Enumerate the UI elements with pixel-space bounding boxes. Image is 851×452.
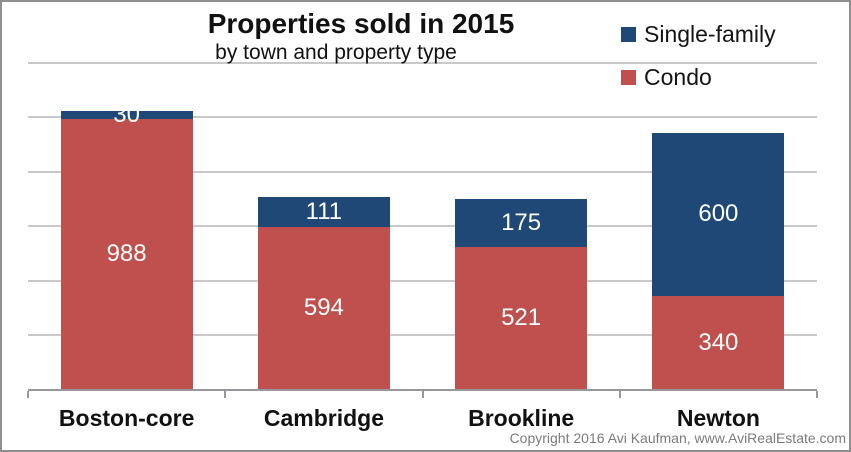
legend-item-condo: Condo (621, 64, 776, 90)
bar-value-label: 594 (303, 293, 344, 321)
bar-value-label: 111 (305, 197, 343, 225)
bar-value-label: 988 (106, 240, 147, 268)
legend-swatch-condo (621, 69, 636, 85)
gridline (28, 61, 817, 64)
bar-segment-brookline-condo: 521 (455, 246, 588, 389)
gridline (28, 170, 817, 173)
legend-label-condo: Condo (644, 63, 712, 90)
bar-value-label: 340 (698, 328, 739, 356)
bar-segment-cambridge-single-family: 111 (257, 196, 390, 227)
bar-segment-newton-single-family: 600 (652, 132, 785, 297)
legend: Single-family Condo (621, 21, 776, 110)
legend-item-single-family: Single-family (621, 21, 776, 47)
bar-segment-boston-core-single-family: 30 (60, 101, 193, 128)
chart-title: Properties sold in 2015 (207, 8, 515, 39)
x-axis-tick (224, 391, 227, 398)
x-axis-tick (816, 391, 818, 398)
gridline (28, 225, 817, 228)
bar-segment-newton-condo: 340 (652, 296, 785, 389)
copyright-text: Copyright 2016 Avi Kaufman, www.AviRealE… (509, 430, 846, 446)
x-axis-label-brookline: Brookline (468, 405, 575, 431)
bar-value-label: 600 (698, 200, 739, 228)
gridline (28, 116, 817, 119)
chart-subtitle: by town and property type (215, 41, 457, 64)
bar-value-label: 175 (501, 208, 542, 236)
x-axis-line (28, 389, 817, 391)
bar-segment-brookline-single-family: 175 (455, 199, 588, 247)
legend-label-single-family: Single-family (644, 20, 776, 47)
bar-value-label: 521 (501, 303, 542, 331)
x-axis-tick (27, 391, 29, 398)
bar-segment-boston-core-condo: 988 (60, 119, 193, 389)
gridline (28, 279, 817, 282)
x-axis-tick (618, 391, 621, 398)
x-axis-tick (421, 391, 424, 398)
bar-value-label: 30 (113, 101, 140, 129)
legend-swatch-single-family (621, 26, 636, 42)
gridline (28, 334, 817, 337)
x-axis-label-newton: Newton (676, 405, 760, 431)
bar-segment-cambridge-condo: 594 (257, 226, 390, 389)
x-axis-label-cambridge: Cambridge (263, 405, 385, 431)
x-axis-label-boston-core: Boston-core (58, 405, 195, 431)
